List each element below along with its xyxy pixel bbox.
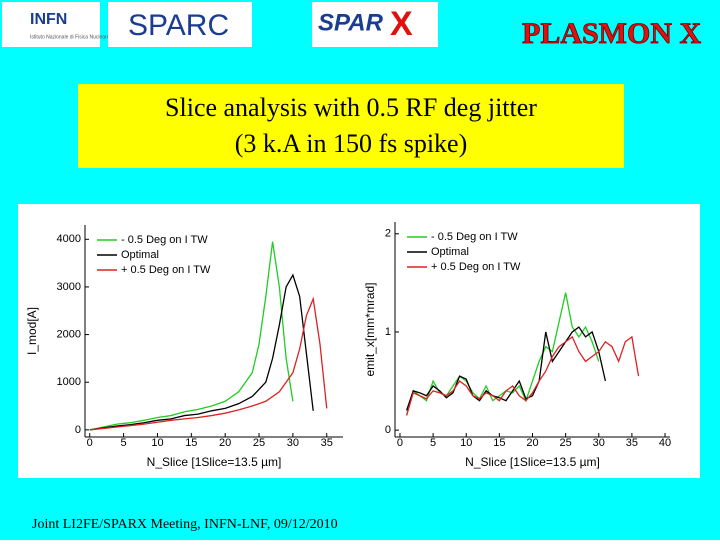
- x-axis-label: N_Slice [1Slice=13.5 µm]: [465, 455, 600, 469]
- logo-box: [2, 2, 100, 47]
- x-tick-label: 30: [593, 437, 605, 449]
- y-tick-label: 2000: [57, 328, 81, 340]
- y-tick-label: 3000: [57, 281, 81, 293]
- x-tick-label: 25: [560, 437, 572, 449]
- x-tick-label: 35: [626, 437, 638, 449]
- series-line: [405, 326, 607, 411]
- x-tick-label: 5: [121, 437, 127, 449]
- logo-text: INFN: [30, 11, 67, 28]
- x-tick-label: 10: [460, 437, 472, 449]
- series-line: [89, 296, 328, 431]
- x-tick-label: 30: [287, 437, 299, 449]
- chart-panel: [18, 204, 700, 478]
- legend-label: + 0.5 Deg on I TW: [431, 261, 521, 273]
- y-axis-label: I_mod[A]: [25, 307, 39, 355]
- legend-label: + 0.5 Deg on I TW: [121, 264, 211, 276]
- series-line: [89, 241, 294, 431]
- legend-label: - 0.5 Deg on I TW: [121, 234, 208, 246]
- title: (3 k.A in 150 fs spike): [235, 129, 468, 158]
- x-tick-label: 15: [493, 437, 505, 449]
- x-tick-label: 15: [185, 437, 197, 449]
- x-tick-label: 0: [397, 437, 403, 449]
- x-tick-label: 10: [151, 437, 163, 449]
- x-axis-label: N_Slice [1Slice=13.5 µm]: [147, 455, 282, 469]
- y-tick-label: 0: [75, 424, 81, 436]
- logo-box: [312, 2, 438, 47]
- legend-label: Optimal: [431, 246, 469, 258]
- y-tick-label: 0: [385, 424, 391, 436]
- logo-text: X: [390, 5, 413, 43]
- logo-text: PLASMON X: [522, 17, 702, 50]
- x-tick-label: 20: [219, 437, 231, 449]
- x-tick-label: 35: [321, 437, 333, 449]
- footer: Joint LI2FE/SPARX Meeting, INFN-LNF, 09/…: [32, 517, 338, 532]
- title-box: [78, 84, 624, 168]
- x-tick-label: 5: [430, 437, 436, 449]
- y-tick-label: 2: [385, 228, 391, 240]
- series-line: [89, 273, 314, 431]
- logo-text: SPARC: [128, 9, 229, 42]
- legend-label: - 0.5 Deg on I TW: [431, 231, 518, 243]
- logo-text: SPAR: [318, 9, 384, 36]
- logo-subtext: Istituto Nazionale di Fisica Nucleare: [30, 34, 110, 40]
- series-line: [405, 292, 600, 416]
- legend-label: Optimal: [121, 249, 159, 261]
- x-tick-label: 0: [87, 437, 93, 449]
- title: Slice analysis with 0.5 RF deg jitter: [165, 93, 537, 122]
- y-tick-label: 4000: [57, 233, 81, 245]
- logo-box: [108, 2, 252, 47]
- y-tick-label: 1: [385, 326, 391, 338]
- x-tick-label: 25: [253, 437, 265, 449]
- y-tick-label: 1000: [57, 376, 81, 388]
- y-axis-label: emit_x[mm*mrad]: [363, 282, 377, 376]
- x-tick-label: 40: [659, 437, 671, 449]
- x-tick-label: 20: [526, 437, 538, 449]
- series-line: [405, 335, 640, 416]
